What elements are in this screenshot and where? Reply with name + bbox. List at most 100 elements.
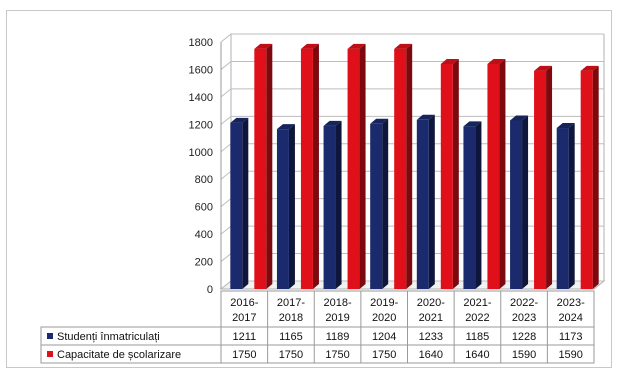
legend-series-name: Capacitate de școlarizare xyxy=(57,349,181,361)
gridline xyxy=(220,33,604,43)
y-tick-label: 800 xyxy=(195,174,213,186)
x-tick-label: 2022 xyxy=(465,312,489,324)
bar-top-capacity xyxy=(394,43,413,49)
bar-top-students xyxy=(463,121,482,127)
bar-side-students xyxy=(288,124,295,289)
y-tick-label: 0 xyxy=(207,284,213,296)
data-label: 1228 xyxy=(512,331,536,343)
x-tick-label: 2019- xyxy=(370,297,398,309)
x-tick-label: 2018 xyxy=(279,312,303,324)
y-tick-label: 1800 xyxy=(189,37,213,49)
gridline xyxy=(220,115,604,125)
legend-key xyxy=(47,333,53,339)
y-tick-label: 600 xyxy=(195,202,213,214)
data-label: 1233 xyxy=(419,331,443,343)
data-label: 1173 xyxy=(559,331,583,343)
legend-key xyxy=(47,351,53,357)
bar-side-capacity xyxy=(406,43,413,289)
bar-side-students xyxy=(428,114,435,290)
bar-side-capacity xyxy=(592,65,599,289)
bar-top-students xyxy=(510,115,529,121)
bar-capacity xyxy=(440,63,453,290)
bar-capacity xyxy=(300,48,313,289)
bar-side-students xyxy=(335,120,342,290)
bar-side-students xyxy=(475,121,482,290)
bar-students xyxy=(463,126,476,290)
x-tick-label: 2022- xyxy=(510,297,538,309)
data-label: 1211 xyxy=(232,331,256,343)
data-label: 1165 xyxy=(279,331,303,343)
y-tick-label: 1200 xyxy=(189,119,213,131)
data-label: 1750 xyxy=(232,349,256,361)
bar-top-capacity xyxy=(300,43,319,49)
bar-side-capacity xyxy=(499,58,506,290)
bar-capacity xyxy=(487,63,500,290)
x-tick-label: 2024 xyxy=(558,312,582,324)
x-tick-label: 2016- xyxy=(230,297,258,309)
data-label: 1185 xyxy=(466,331,490,343)
x-tick-label: 2020- xyxy=(417,297,445,309)
bar-side-students xyxy=(382,118,389,289)
bar-top-capacity xyxy=(534,65,553,71)
x-tick-label: 2020 xyxy=(372,312,396,324)
gridline xyxy=(220,60,604,70)
data-label: 1590 xyxy=(512,349,536,361)
bar-top-capacity xyxy=(487,58,506,64)
x-tick-label: 2018- xyxy=(323,297,351,309)
bar-students xyxy=(510,120,523,289)
bar-top-students xyxy=(370,118,389,124)
bar-side-capacity xyxy=(359,43,366,289)
data-label: 1750 xyxy=(372,349,396,361)
bar-capacity xyxy=(580,70,593,289)
legend-series-name: Studenți înmatriculați xyxy=(57,331,160,343)
bar-top-capacity xyxy=(580,65,599,71)
x-tick-label: 2019 xyxy=(325,312,349,324)
data-label: 1204 xyxy=(372,331,396,343)
bar-side-capacity xyxy=(266,43,273,289)
bar-top-students xyxy=(230,117,249,123)
chart-frame: 0 200 400 600 800 1000 1200 1400 1600 1800 2016- 20… xyxy=(6,10,612,368)
bar-side-students xyxy=(568,123,575,289)
x-tick-label: 2023 xyxy=(512,312,536,324)
x-tick-label: 2017- xyxy=(277,297,305,309)
bar-top-capacity xyxy=(254,43,273,49)
y-tick-label: 1600 xyxy=(189,64,213,76)
x-tick-label: 2017 xyxy=(232,312,256,324)
bar-students xyxy=(556,128,569,289)
bar-side-students xyxy=(242,117,249,290)
bar-side-capacity xyxy=(452,58,459,290)
bar-top-capacity xyxy=(347,43,366,49)
x-tick-label: 2021 xyxy=(419,312,443,324)
bar-top-students xyxy=(276,124,295,130)
bar-students xyxy=(416,119,429,290)
y-tick-label: 1000 xyxy=(189,147,213,159)
bar-capacity xyxy=(394,48,407,289)
data-label: 1640 xyxy=(419,349,443,361)
bar-top-students xyxy=(416,114,435,120)
bar-students xyxy=(323,125,336,290)
bar-students xyxy=(230,122,243,290)
bar-students xyxy=(370,123,383,289)
bar-top-capacity xyxy=(440,58,459,64)
bar-side-capacity xyxy=(546,65,553,289)
bar-top-students xyxy=(323,120,342,126)
bar-chart: 0 200 400 600 800 1000 1200 1400 1600 1800 2016- 20… xyxy=(40,33,606,364)
y-tick-label: 1400 xyxy=(189,92,213,104)
data-label: 1640 xyxy=(465,349,489,361)
bar-students xyxy=(276,129,289,289)
y-tick-label: 200 xyxy=(195,257,213,269)
gridline xyxy=(220,88,604,98)
bar-capacity xyxy=(254,48,267,289)
x-tick-label: 2023- xyxy=(557,297,585,309)
bar-top-students xyxy=(556,123,575,129)
x-tick-label: 2021- xyxy=(463,297,491,309)
y-tick-label: 400 xyxy=(195,229,213,241)
data-label: 1189 xyxy=(326,331,350,343)
data-label: 1590 xyxy=(558,349,582,361)
data-label: 1750 xyxy=(325,349,349,361)
data-label: 1750 xyxy=(279,349,303,361)
bar-capacity xyxy=(534,70,547,289)
bar-capacity xyxy=(347,48,360,289)
bar-side-students xyxy=(522,115,529,289)
bar-side-capacity xyxy=(312,43,319,289)
